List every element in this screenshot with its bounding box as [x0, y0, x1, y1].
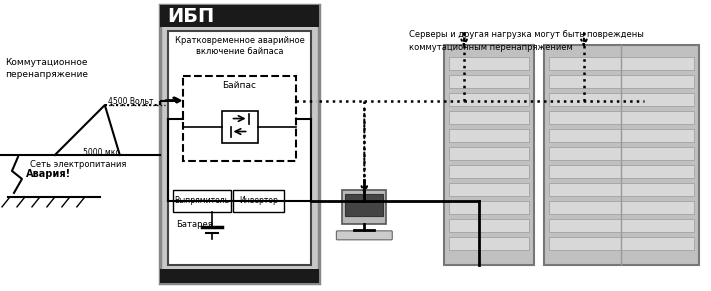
Text: 4500 Вольт: 4500 Вольт: [108, 97, 154, 106]
Text: Батарея: Батарея: [176, 220, 213, 229]
FancyBboxPatch shape: [449, 147, 529, 160]
FancyBboxPatch shape: [544, 45, 699, 265]
FancyBboxPatch shape: [173, 190, 230, 212]
FancyBboxPatch shape: [549, 237, 694, 250]
Text: Сеть электропитания: Сеть электропитания: [30, 160, 127, 169]
Text: Кратковременное аварийное
включение байпаса: Кратковременное аварийное включение байп…: [175, 36, 304, 56]
FancyBboxPatch shape: [160, 5, 319, 27]
FancyBboxPatch shape: [343, 190, 386, 224]
FancyBboxPatch shape: [183, 76, 296, 161]
FancyBboxPatch shape: [449, 219, 529, 232]
FancyBboxPatch shape: [549, 129, 694, 142]
FancyBboxPatch shape: [232, 190, 284, 212]
Text: Коммутационное
перенапряжение: Коммутационное перенапряжение: [5, 58, 88, 79]
Text: Авария!: Авария!: [26, 169, 71, 179]
FancyBboxPatch shape: [549, 183, 694, 196]
Text: Инвертор: Инвертор: [239, 196, 278, 205]
FancyBboxPatch shape: [449, 165, 529, 178]
Text: Байпас: Байпас: [223, 81, 257, 90]
FancyBboxPatch shape: [449, 93, 529, 106]
FancyBboxPatch shape: [549, 147, 694, 160]
FancyBboxPatch shape: [222, 111, 257, 143]
FancyBboxPatch shape: [549, 111, 694, 124]
FancyBboxPatch shape: [549, 75, 694, 88]
FancyBboxPatch shape: [449, 111, 529, 124]
Text: ИБП: ИБП: [168, 7, 215, 26]
Text: Серверы и другая нагрузка могут быть повреждены
коммутационным перенапряжением: Серверы и другая нагрузка могут быть пов…: [410, 30, 644, 52]
FancyBboxPatch shape: [549, 165, 694, 178]
FancyBboxPatch shape: [346, 194, 383, 216]
FancyBboxPatch shape: [549, 93, 694, 106]
Text: 5000 мкс: 5000 мкс: [83, 148, 119, 157]
FancyBboxPatch shape: [336, 231, 392, 240]
FancyBboxPatch shape: [549, 219, 694, 232]
FancyBboxPatch shape: [549, 57, 694, 70]
FancyBboxPatch shape: [160, 5, 319, 283]
FancyBboxPatch shape: [449, 183, 529, 196]
FancyBboxPatch shape: [168, 31, 311, 265]
Text: Выпрямитель: Выпрямитель: [174, 196, 229, 205]
FancyBboxPatch shape: [449, 129, 529, 142]
FancyBboxPatch shape: [444, 45, 534, 265]
FancyBboxPatch shape: [549, 201, 694, 214]
FancyBboxPatch shape: [449, 75, 529, 88]
FancyBboxPatch shape: [449, 237, 529, 250]
FancyBboxPatch shape: [160, 269, 319, 283]
FancyBboxPatch shape: [449, 201, 529, 214]
FancyBboxPatch shape: [449, 57, 529, 70]
